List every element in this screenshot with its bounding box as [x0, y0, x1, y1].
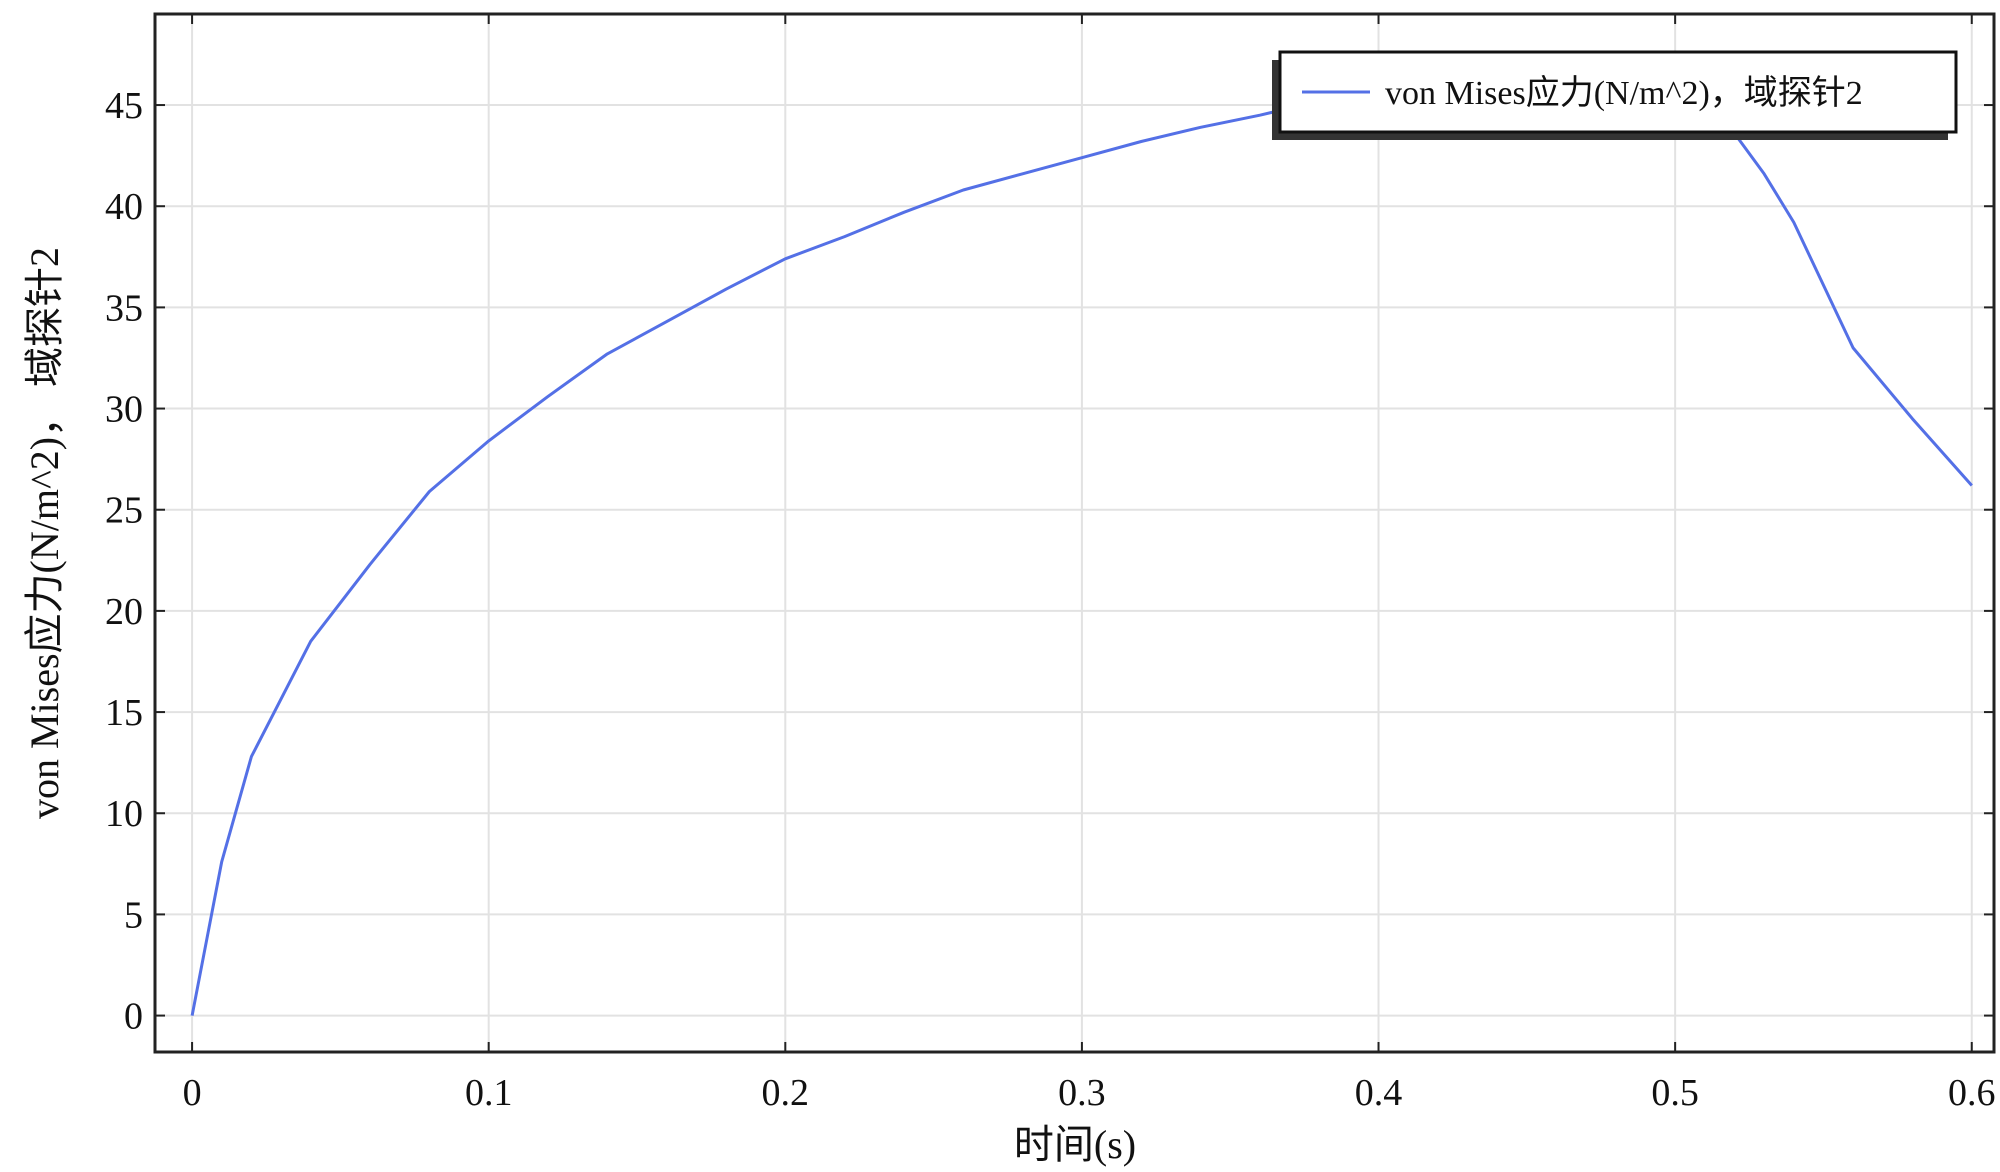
y-tick-label: 25	[105, 490, 143, 532]
legend: von Mises应力(N/m^2)，域探针2	[1272, 50, 1958, 140]
y-tick-label: 20	[105, 591, 143, 633]
grid-lines	[155, 14, 1994, 1052]
x-tick-label: 0.4	[1355, 1072, 1403, 1114]
x-tick-label: 0.6	[1948, 1072, 1996, 1114]
y-tick-labels: 0 5 10 15 20 25 30 35 40 45	[105, 85, 143, 1038]
x-axis-title: 时间(s)	[1014, 1122, 1136, 1167]
y-tick-label: 15	[105, 692, 143, 734]
y-tick-label: 45	[105, 85, 143, 127]
y-tick-label: 10	[105, 793, 143, 835]
y-axis-title: von Mises应力(N/m^2)， 域探针2	[22, 247, 67, 819]
x-tick-label: 0.3	[1058, 1072, 1106, 1114]
x-tick-label: 0.2	[762, 1072, 810, 1114]
plot-area-frame	[153, 12, 1996, 1054]
y-tick-label: 40	[105, 186, 143, 228]
tick-marks	[155, 14, 1994, 1052]
x-tick-label: 0.1	[465, 1072, 513, 1114]
x-tick-label: 0.5	[1651, 1072, 1699, 1114]
x-tick-label: 0	[183, 1072, 202, 1114]
y-tick-label: 0	[124, 996, 143, 1038]
y-tick-label: 5	[124, 894, 143, 936]
y-tick-label: 35	[105, 287, 143, 329]
x-tick-labels: 0 0.1 0.2 0.3 0.4 0.5 0.6	[183, 1072, 1996, 1114]
legend-box	[1278, 50, 1958, 134]
legend-label: von Mises应力(N/m^2)，域探针2	[1385, 74, 1863, 112]
y-tick-label: 30	[105, 389, 143, 431]
